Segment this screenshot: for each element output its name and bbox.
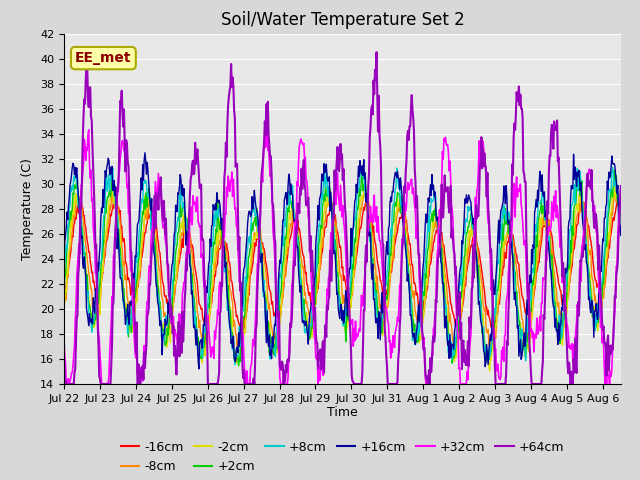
Line: +32cm: +32cm [64, 122, 621, 384]
+2cm [60, 293, 68, 299]
+32cm [461, 381, 468, 387]
-16cm [473, 240, 481, 246]
-2cm [460, 287, 467, 292]
+8cm [231, 362, 239, 368]
-2cm [63, 289, 70, 295]
-2cm [617, 222, 625, 228]
-2cm [486, 368, 493, 374]
+2cm [319, 199, 327, 204]
+64cm [319, 338, 327, 344]
+64cm [475, 213, 483, 219]
+32cm [320, 348, 328, 354]
Title: Soil/Water Temperature Set 2: Soil/Water Temperature Set 2 [221, 11, 464, 29]
+8cm [60, 261, 68, 266]
-8cm [475, 257, 483, 263]
+8cm [298, 297, 306, 302]
Legend: -16cm, -8cm, -2cm, +2cm, +8cm, +16cm, +32cm, +64cm: -16cm, -8cm, -2cm, +2cm, +8cm, +16cm, +3… [116, 436, 569, 478]
+64cm [139, 363, 147, 369]
+8cm [460, 229, 468, 235]
-16cm [63, 282, 70, 288]
+16cm [63, 225, 70, 231]
-2cm [298, 275, 305, 281]
Line: -2cm: -2cm [64, 187, 621, 371]
-2cm [60, 301, 68, 307]
-16cm [490, 328, 497, 334]
Text: EE_met: EE_met [75, 51, 132, 65]
+64cm [372, 49, 380, 55]
-8cm [461, 280, 468, 286]
+32cm [263, 120, 271, 125]
+32cm [300, 142, 307, 147]
+16cm [320, 161, 328, 167]
+8cm [319, 185, 327, 191]
+16cm [195, 366, 203, 372]
+2cm [617, 214, 625, 220]
-8cm [617, 210, 625, 216]
Line: +64cm: +64cm [64, 52, 621, 384]
+16cm [461, 196, 468, 202]
Line: +16cm: +16cm [64, 153, 621, 369]
X-axis label: Time: Time [327, 407, 358, 420]
-16cm [614, 197, 621, 203]
+32cm [617, 186, 625, 192]
+16cm [617, 233, 625, 239]
+16cm [141, 150, 148, 156]
+8cm [138, 196, 146, 202]
Line: +2cm: +2cm [64, 170, 621, 366]
+8cm [474, 279, 481, 285]
+2cm [474, 272, 481, 278]
-16cm [138, 253, 146, 259]
-2cm [319, 213, 326, 219]
+2cm [460, 254, 468, 260]
+64cm [63, 381, 70, 387]
+32cm [63, 381, 71, 387]
+2cm [610, 168, 618, 173]
+32cm [475, 167, 483, 173]
Line: -16cm: -16cm [64, 200, 621, 331]
-8cm [110, 187, 118, 192]
+32cm [139, 378, 147, 384]
+8cm [63, 242, 70, 248]
Line: -8cm: -8cm [64, 190, 621, 350]
+8cm [617, 230, 625, 236]
-8cm [139, 239, 147, 245]
+16cm [60, 254, 68, 260]
+2cm [235, 363, 243, 369]
-2cm [611, 184, 619, 190]
-16cm [617, 201, 625, 206]
+2cm [63, 259, 70, 265]
Line: +8cm: +8cm [64, 168, 621, 365]
+8cm [609, 165, 616, 170]
-8cm [63, 297, 70, 302]
-8cm [60, 295, 68, 301]
+64cm [617, 183, 625, 189]
-2cm [138, 237, 146, 242]
+16cm [475, 301, 483, 307]
-8cm [300, 263, 307, 269]
+32cm [60, 336, 68, 342]
+64cm [63, 381, 71, 387]
+64cm [60, 360, 68, 365]
-8cm [236, 348, 243, 353]
+16cm [138, 187, 146, 193]
+2cm [138, 218, 146, 224]
+64cm [298, 186, 306, 192]
+16cm [300, 320, 307, 325]
-8cm [320, 222, 328, 228]
-16cm [460, 298, 467, 303]
-16cm [298, 242, 305, 248]
+64cm [461, 348, 468, 353]
+32cm [63, 381, 70, 387]
Y-axis label: Temperature (C): Temperature (C) [22, 158, 35, 260]
-16cm [319, 248, 326, 253]
-2cm [473, 274, 481, 280]
-16cm [60, 288, 68, 294]
+2cm [298, 296, 306, 301]
